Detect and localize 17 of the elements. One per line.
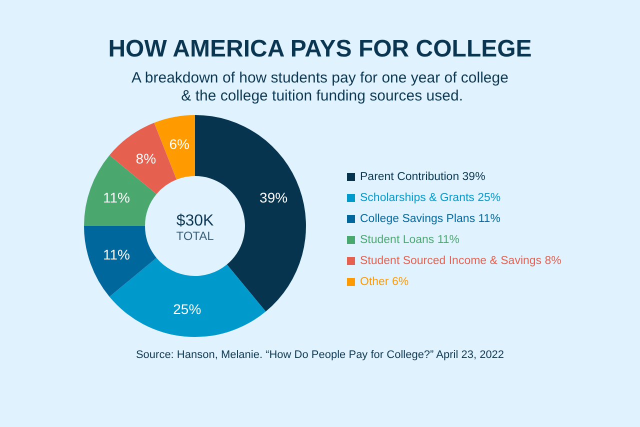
data-label: 39% xyxy=(260,190,288,206)
legend-label: College Savings Plans 11% xyxy=(360,213,500,225)
data-label: 6% xyxy=(169,136,190,152)
legend-label: Parent Contribution 39% xyxy=(360,171,486,183)
legend-label: Student Loans 11% xyxy=(360,234,460,246)
data-label: 25% xyxy=(173,301,202,318)
chart-title: HOW AMERICA PAYS FOR COLLEGE xyxy=(108,36,532,62)
legend-label: Student Sourced Income & Savings 8% xyxy=(360,255,562,267)
data-label: 8% xyxy=(136,150,156,166)
legend-label: Scholarships & Grants 25% xyxy=(360,192,501,204)
legend-label: Other 6% xyxy=(360,276,409,288)
text: $30K xyxy=(176,212,214,230)
source-note: Source: Hanson, Melanie. “How Do People Pay for College?” April 23, 2022 xyxy=(136,349,504,361)
data-label: 11% xyxy=(102,246,130,262)
data-label: 11% xyxy=(102,190,130,206)
chart-subtitle: A breakdown of how students pay for one year of college & the college tuition funding sources used. xyxy=(132,70,508,104)
text: TOTAL xyxy=(176,229,214,243)
